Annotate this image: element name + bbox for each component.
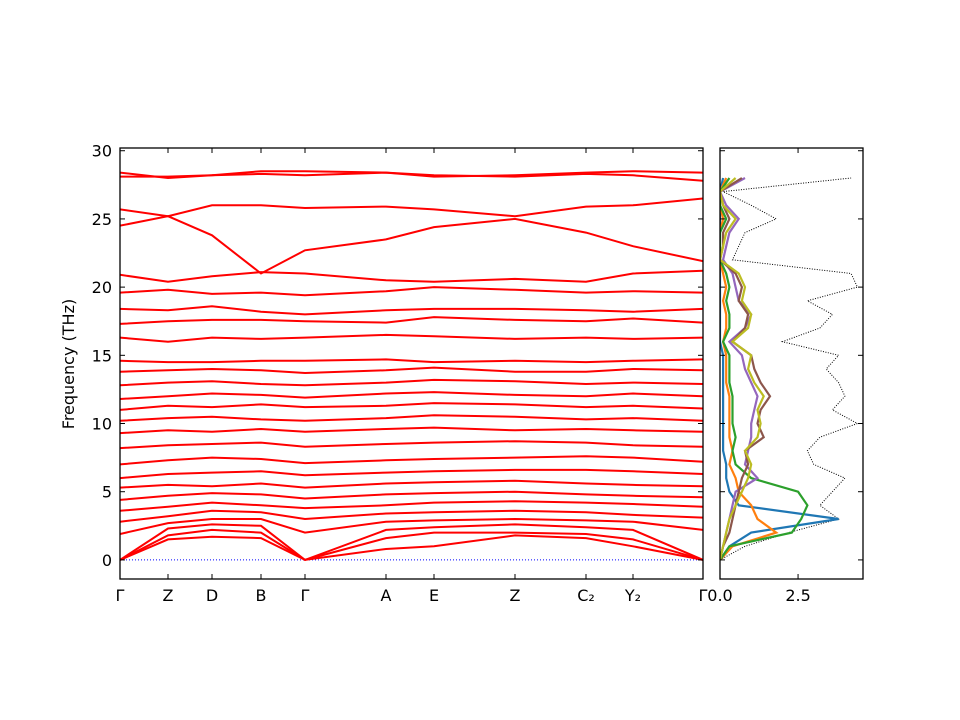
plot-area [720, 177, 859, 561]
partial-dos-line [720, 177, 760, 561]
y-tick-label: 10 [92, 415, 112, 434]
axes-frame [719, 147, 864, 580]
y-tick-label: 5 [102, 483, 112, 502]
band-line [120, 523, 703, 562]
x-tick-label: 0.0 [707, 586, 732, 605]
band-line [120, 269, 703, 283]
x-tick-label: C₂ [577, 586, 595, 605]
band-line [120, 316, 703, 325]
y-tick-label: 25 [92, 210, 112, 229]
x-tick-label: A [381, 586, 392, 605]
band-line [120, 391, 703, 400]
band-line [120, 358, 703, 364]
band-line [120, 517, 703, 535]
x-tick-label: Γ [699, 586, 708, 605]
y-tick-label: 15 [92, 346, 112, 365]
x-tick-label: 2.5 [785, 586, 810, 605]
band-line [120, 286, 703, 297]
x-tick-label: B [256, 586, 267, 605]
partial-dos-line [720, 177, 779, 561]
axes-frame [119, 147, 704, 580]
band-line [120, 305, 703, 316]
band-line [120, 426, 703, 435]
x-tick-label: Γ [116, 586, 125, 605]
plot-area [120, 170, 703, 562]
band-line [120, 509, 703, 523]
x-tick-label: Z [510, 586, 521, 605]
x-tick-label: Γ [301, 586, 310, 605]
band-line [120, 534, 703, 561]
band-line [120, 440, 703, 450]
y-tick-label: 30 [92, 142, 112, 161]
band-line [120, 455, 703, 466]
band-line [120, 402, 703, 411]
x-tick-label: Z [163, 586, 174, 605]
band-line [120, 215, 703, 275]
y-tick-label: 0 [102, 551, 112, 570]
band-line [120, 414, 703, 422]
band-line [120, 197, 703, 218]
band-line [120, 500, 703, 512]
partial-dos-line [720, 177, 809, 561]
y-tick-label: 20 [92, 278, 112, 297]
band-line [120, 333, 703, 343]
band-line [120, 490, 703, 501]
band-line [120, 468, 703, 480]
band-line [120, 366, 703, 375]
y-axis-label: Frequency (THz) [59, 299, 78, 429]
partial-dos-line [720, 177, 839, 561]
total-dos-line [720, 177, 859, 561]
band-line [120, 378, 703, 387]
x-tick-label: Y₂ [624, 586, 641, 605]
band-line [120, 528, 703, 561]
band-line [120, 479, 703, 489]
x-tick-label: D [206, 586, 218, 605]
band-line [120, 170, 703, 180]
x-tick-label: E [429, 586, 439, 605]
partial-dos-line [720, 177, 765, 561]
